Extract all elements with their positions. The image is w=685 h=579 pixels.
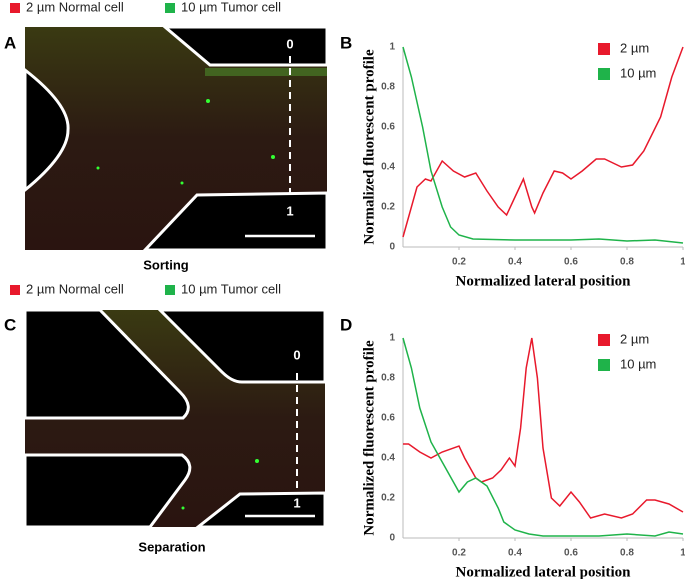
y-tick-label: 0.2 — [381, 493, 395, 504]
legend-label: 2 µm Normal cell — [26, 0, 124, 14]
y-tick-label: 0 — [389, 242, 395, 253]
legend-label: 2 µm — [620, 40, 649, 55]
x-tick-label: 0.6 — [564, 257, 578, 268]
y-axis-title: Normalized fluorescent profile — [361, 340, 377, 536]
legend-swatch — [165, 285, 175, 295]
caption: Sorting — [143, 257, 189, 272]
y-tick-label: 0.4 — [381, 162, 395, 173]
data-line — [402, 46, 684, 244]
x-tick-label: 0.2 — [452, 548, 466, 559]
legend-label: 2 µm — [620, 331, 649, 346]
y-tick-label: 0.8 — [381, 373, 395, 384]
y-tick-label: 1 — [389, 333, 395, 344]
legend-swatch — [10, 285, 20, 295]
marker-label: 0 — [293, 347, 300, 362]
y-tick-label: 0 — [389, 533, 395, 544]
x-axis-title: Normalized lateral position — [456, 273, 632, 289]
legend-label: 2 µm Normal cell — [26, 281, 124, 296]
x-tick-label: 0.2 — [452, 257, 466, 268]
legend-label: 10 µm Tumor cell — [181, 0, 281, 14]
caption: Separation — [138, 539, 205, 554]
y-tick-label: 0.8 — [381, 82, 395, 93]
y-tick-label: 1 — [389, 42, 395, 53]
x-tick-label: 0.4 — [508, 257, 522, 268]
micrograph — [23, 308, 327, 529]
y-tick-label: 0.6 — [381, 413, 395, 424]
x-tick-label: 0.8 — [620, 548, 634, 559]
x-tick-label: 1 — [680, 257, 685, 268]
x-tick-label: 0.4 — [508, 548, 522, 559]
x-tick-label: 0.8 — [620, 257, 634, 268]
x-tick-label: 1 — [680, 548, 685, 559]
legend-label: 10 µm — [620, 65, 656, 80]
data-line — [402, 337, 684, 537]
marker-label: 1 — [293, 495, 300, 510]
legend-label: 10 µm — [620, 356, 656, 371]
legend-swatch — [598, 334, 610, 346]
legend-swatch — [165, 3, 175, 13]
panel-label: B — [340, 33, 352, 52]
data-line — [402, 46, 684, 238]
panel-label: C — [4, 315, 16, 334]
y-tick-label: 0.6 — [381, 122, 395, 133]
y-axis-title: Normalized fluorescent profile — [361, 49, 377, 245]
legend-swatch — [598, 43, 610, 55]
y-tick-label: 0.2 — [381, 202, 395, 213]
x-tick-label: 0.6 — [564, 548, 578, 559]
panel-label: A — [4, 33, 16, 52]
data-line — [403, 337, 684, 519]
panel-label: D — [340, 315, 352, 334]
legend-swatch — [598, 68, 610, 80]
marker-label: 0 — [286, 36, 293, 51]
marker-label: 1 — [286, 203, 293, 218]
y-tick-label: 0.4 — [381, 453, 395, 464]
micrograph — [23, 25, 329, 252]
legend-swatch — [10, 3, 20, 13]
legend-swatch — [598, 359, 610, 371]
x-axis-title: Normalized lateral position — [456, 564, 632, 579]
legend-label: 10 µm Tumor cell — [181, 281, 281, 296]
